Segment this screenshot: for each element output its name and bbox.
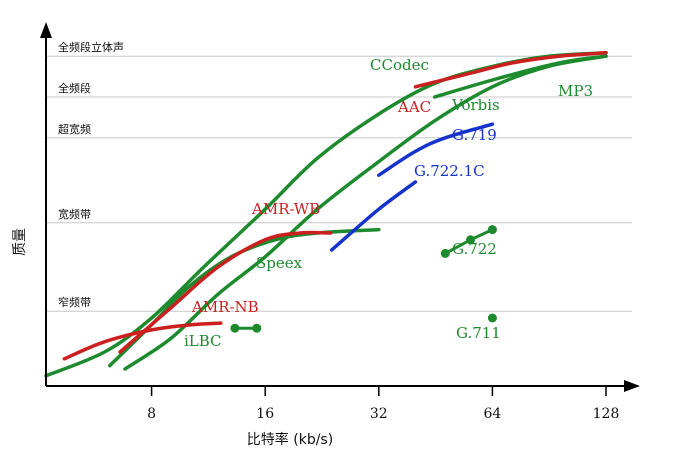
point-g-722 [487, 225, 497, 235]
label-mp3: MP3 [558, 82, 593, 100]
grid-lines [46, 55, 632, 312]
label-aac: AAC [397, 98, 431, 116]
x-tick-label: 64 [483, 406, 501, 422]
series-vorbis [432, 54, 608, 99]
x-tick-label: 16 [256, 406, 274, 422]
label-g-722-1c: G.722.1C [414, 162, 485, 180]
label-g-722: G.722 [452, 240, 497, 258]
series-labels: CCodec AAC Vorbis MP3 G.719 G.722.1C AMR-WB Spe… [184, 56, 593, 350]
label-amr-wb: AMR-WB [251, 200, 320, 218]
label-vorbis: Vorbis [451, 96, 500, 114]
x-axis-label: 比特率 (kb/s) [247, 431, 333, 448]
point-g-722 [440, 248, 450, 258]
y-axis-arrow-icon [40, 22, 52, 38]
point-g-711 [487, 313, 497, 323]
series-g-722-1c [329, 180, 418, 252]
label-speex: Speex [256, 254, 303, 272]
x-tick-label: 128 [593, 406, 620, 422]
axes [40, 22, 640, 392]
series-lines [44, 51, 608, 378]
y-axis-label: 质量 [12, 228, 28, 256]
y-level-label: 窄频带 [58, 295, 91, 309]
x-tick-label: 8 [147, 406, 156, 422]
series-aac [413, 51, 608, 89]
y-level-label: 宽频带 [58, 207, 91, 221]
y-level-labels: 窄频带 宽频带 超宽频 全频段 全频段立体声 [58, 40, 124, 309]
point-ilbc [252, 323, 262, 333]
point-g-722 [466, 235, 476, 245]
y-level-label: 全频段立体声 [58, 40, 124, 54]
label-amr-nb: AMR-NB [191, 298, 259, 316]
y-level-label: 超宽频 [58, 122, 91, 136]
x-ticks: 8 16 32 64 128 [147, 386, 619, 422]
label-g-719: G.719 [452, 126, 497, 144]
series-mp3 [123, 54, 608, 371]
x-tick-label: 32 [370, 406, 388, 422]
x-axis-arrow-icon [624, 380, 640, 392]
series-g-719 [377, 122, 495, 177]
y-level-label: 全频段 [58, 81, 91, 95]
label-ilbc: iLBC [184, 332, 222, 350]
series-ccodec [44, 51, 608, 378]
label-ccodec: CCodec [370, 56, 429, 74]
point-ilbc [230, 323, 240, 333]
series-amr-wb [118, 230, 333, 354]
series-amr-nb [62, 321, 223, 361]
label-g-711: G.711 [456, 324, 501, 342]
